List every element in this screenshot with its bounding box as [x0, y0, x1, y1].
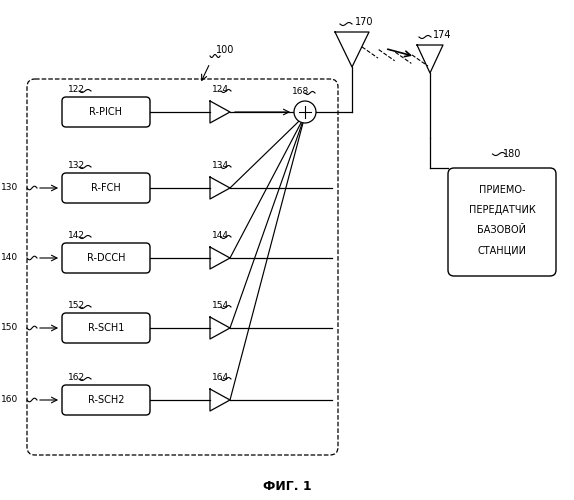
Text: 162: 162 [68, 374, 85, 382]
FancyBboxPatch shape [62, 313, 150, 343]
Text: R-SCH1: R-SCH1 [88, 323, 124, 333]
FancyBboxPatch shape [62, 173, 150, 203]
Text: 142: 142 [68, 232, 85, 240]
Text: R-PICH: R-PICH [90, 107, 122, 117]
Text: 134: 134 [212, 162, 229, 170]
Text: 160: 160 [1, 396, 18, 404]
FancyBboxPatch shape [448, 168, 556, 276]
Text: СТАНЦИИ: СТАНЦИИ [478, 245, 526, 255]
Text: 132: 132 [68, 162, 85, 170]
Text: 164: 164 [212, 374, 229, 382]
Text: 154: 154 [212, 302, 229, 310]
Text: 122: 122 [68, 86, 85, 94]
Text: 130: 130 [1, 184, 18, 192]
Text: 124: 124 [212, 86, 229, 94]
Text: ПЕРЕДАТЧИК: ПЕРЕДАТЧИК [468, 205, 536, 215]
Text: 152: 152 [68, 302, 85, 310]
Text: 144: 144 [212, 232, 229, 240]
Text: 168: 168 [292, 88, 309, 96]
Text: БАЗОВОЙ: БАЗОВОЙ [478, 225, 526, 235]
Text: 174: 174 [433, 30, 452, 40]
Polygon shape [417, 45, 443, 73]
Text: 100: 100 [216, 45, 234, 55]
Polygon shape [210, 177, 230, 199]
Polygon shape [210, 317, 230, 339]
Text: R-FCH: R-FCH [91, 183, 121, 193]
Text: 150: 150 [1, 324, 18, 332]
FancyBboxPatch shape [62, 97, 150, 127]
Text: R-DCCH: R-DCCH [87, 253, 125, 263]
Circle shape [294, 101, 316, 123]
Polygon shape [335, 32, 369, 67]
FancyBboxPatch shape [62, 243, 150, 273]
Text: ПРИЕМО-: ПРИЕМО- [479, 185, 525, 195]
Text: 140: 140 [2, 254, 18, 262]
Text: ФИГ. 1: ФИГ. 1 [263, 480, 311, 494]
Polygon shape [210, 101, 230, 123]
Text: 180: 180 [503, 149, 521, 159]
Polygon shape [210, 389, 230, 411]
FancyBboxPatch shape [62, 385, 150, 415]
Polygon shape [210, 247, 230, 269]
Text: R-SCH2: R-SCH2 [88, 395, 124, 405]
Text: 170: 170 [355, 17, 374, 27]
